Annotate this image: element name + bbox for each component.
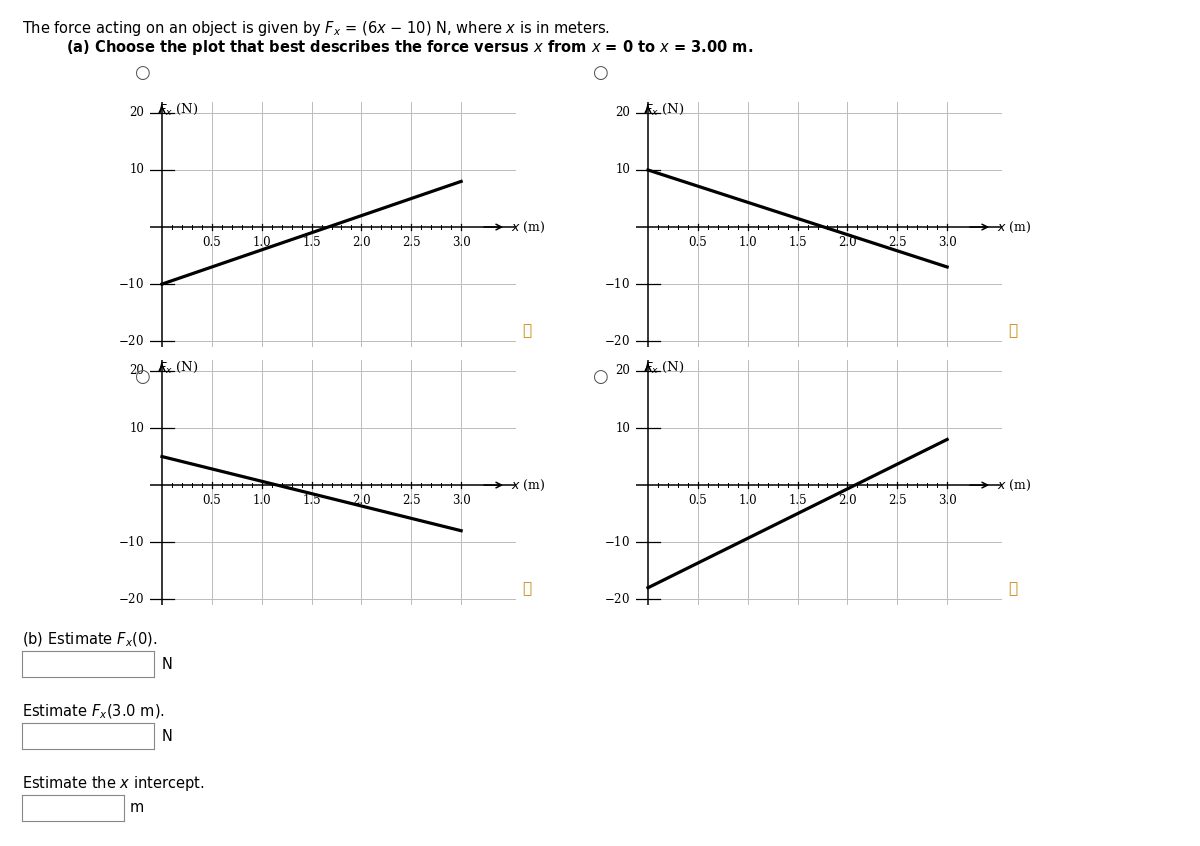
Text: $x$ (m): $x$ (m) <box>511 477 545 492</box>
Text: 3.0: 3.0 <box>937 493 956 507</box>
Text: $F_x$ (N): $F_x$ (N) <box>644 360 684 375</box>
Text: $x$ (m): $x$ (m) <box>511 219 545 234</box>
Text: Estimate the $x$ intercept.: Estimate the $x$ intercept. <box>22 774 204 793</box>
Text: $-$10: $-$10 <box>604 277 630 291</box>
Text: 1.0: 1.0 <box>252 493 271 507</box>
Text: The force acting on an object is given by $F_x$ = (6$x$ − 10) N, where $x$ is in: The force acting on an object is given b… <box>22 19 610 37</box>
Text: 3.0: 3.0 <box>451 235 470 249</box>
Text: 20: 20 <box>616 365 630 377</box>
Text: ○: ○ <box>133 64 150 82</box>
Text: 10: 10 <box>130 163 144 177</box>
Text: 1.0: 1.0 <box>252 235 271 249</box>
Text: ○: ○ <box>592 64 608 82</box>
Text: 1.0: 1.0 <box>738 493 757 507</box>
Text: N: N <box>162 728 173 744</box>
Text: $-$20: $-$20 <box>604 334 630 349</box>
Text: 10: 10 <box>616 163 630 177</box>
Text: $-$10: $-$10 <box>118 277 144 291</box>
Text: 1.5: 1.5 <box>788 235 806 249</box>
Text: Estimate $F_x$(3.0 m).: Estimate $F_x$(3.0 m). <box>22 702 164 721</box>
Text: $x$ (m): $x$ (m) <box>997 477 1031 492</box>
Text: (a) Choose the plot that best describes the force versus $x$ from $x$ = 0 to $x$: (a) Choose the plot that best describes … <box>66 38 754 57</box>
Text: (b) Estimate $F_x$(0).: (b) Estimate $F_x$(0). <box>22 630 157 649</box>
Text: 2.5: 2.5 <box>402 235 420 249</box>
Text: ⓘ: ⓘ <box>1008 323 1018 338</box>
Text: 2.0: 2.0 <box>352 235 371 249</box>
Text: N: N <box>162 656 173 672</box>
Text: 2.5: 2.5 <box>888 235 906 249</box>
Text: $F_x$ (N): $F_x$ (N) <box>644 102 684 117</box>
Text: ⓘ: ⓘ <box>522 323 532 338</box>
Text: 1.0: 1.0 <box>738 235 757 249</box>
Text: $-$10: $-$10 <box>118 536 144 549</box>
Text: 0.5: 0.5 <box>203 493 221 507</box>
Text: $x$ (m): $x$ (m) <box>997 219 1031 234</box>
Text: ⓘ: ⓘ <box>522 581 532 596</box>
Text: ⓘ: ⓘ <box>1008 581 1018 596</box>
Text: 20: 20 <box>616 107 630 119</box>
Text: $F_x$ (N): $F_x$ (N) <box>158 102 198 117</box>
Text: 1.5: 1.5 <box>302 493 320 507</box>
Text: 3.0: 3.0 <box>451 493 470 507</box>
Text: $-$20: $-$20 <box>118 592 144 607</box>
Text: m: m <box>130 800 144 816</box>
Text: 2.5: 2.5 <box>402 493 420 507</box>
Text: 20: 20 <box>130 365 144 377</box>
Text: 0.5: 0.5 <box>689 493 707 507</box>
Text: 2.0: 2.0 <box>838 235 857 249</box>
Text: 2.0: 2.0 <box>352 493 371 507</box>
Text: $-$20: $-$20 <box>118 334 144 349</box>
Text: 10: 10 <box>130 421 144 435</box>
Text: 0.5: 0.5 <box>203 235 221 249</box>
Text: $-$10: $-$10 <box>604 536 630 549</box>
Text: 10: 10 <box>616 421 630 435</box>
Text: $F_x$ (N): $F_x$ (N) <box>158 360 198 375</box>
Text: $-$20: $-$20 <box>604 592 630 607</box>
Text: 2.5: 2.5 <box>888 493 906 507</box>
Text: ○: ○ <box>133 368 150 386</box>
Text: 1.5: 1.5 <box>302 235 320 249</box>
Text: ○: ○ <box>592 368 608 386</box>
Text: 0.5: 0.5 <box>689 235 707 249</box>
Text: 3.0: 3.0 <box>937 235 956 249</box>
Text: 1.5: 1.5 <box>788 493 806 507</box>
Text: 20: 20 <box>130 107 144 119</box>
Text: 2.0: 2.0 <box>838 493 857 507</box>
